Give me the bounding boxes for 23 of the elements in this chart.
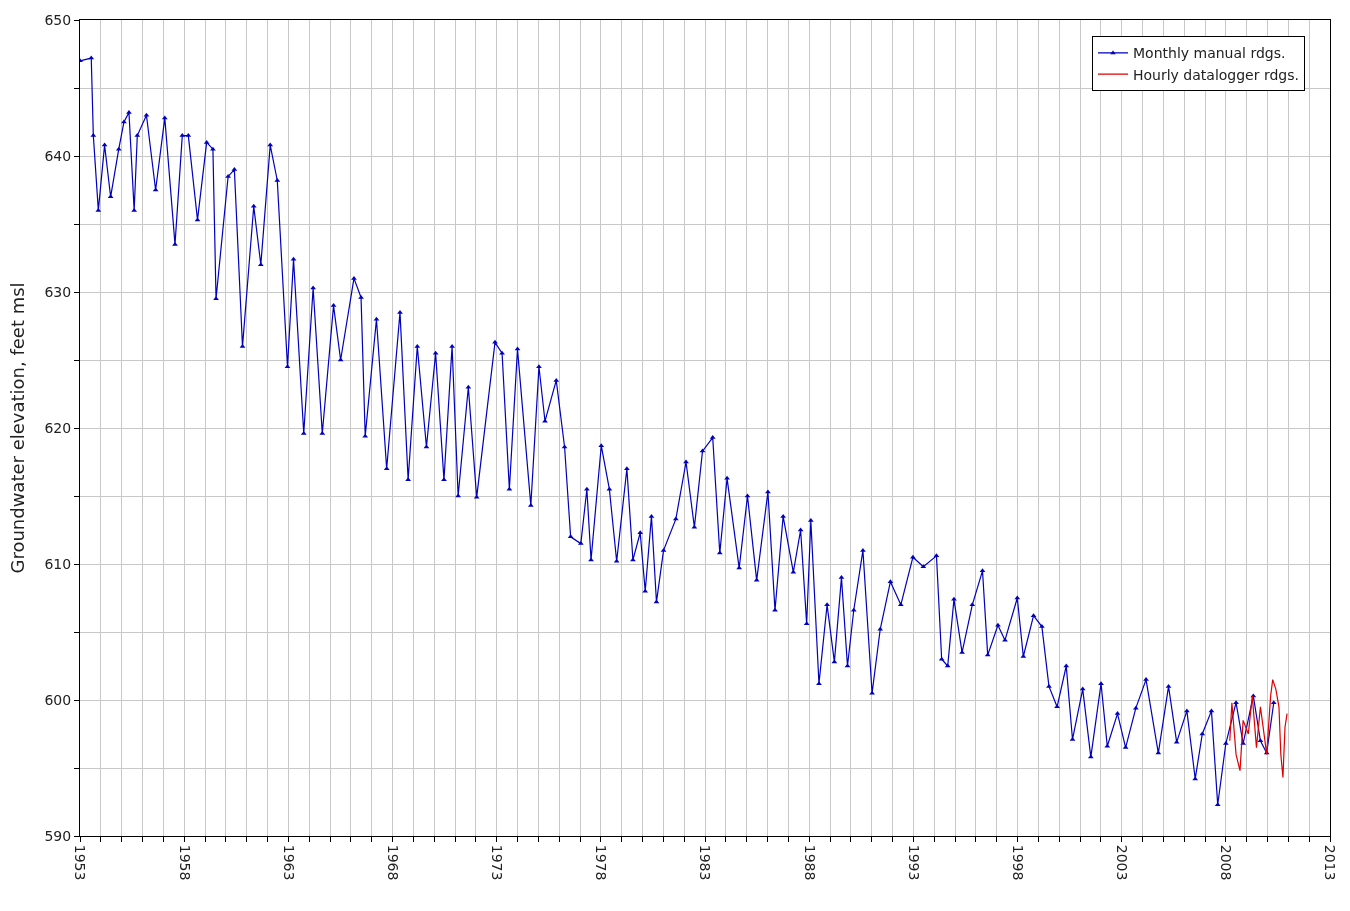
y-tick-label: 650 xyxy=(44,11,72,28)
x-tick-label: 1993 xyxy=(905,844,922,881)
y-tick-label: 630 xyxy=(44,283,72,300)
x-tick-label: 1978 xyxy=(593,844,610,881)
x-tick-label: 1958 xyxy=(176,844,193,881)
legend-label: Monthly manual rdgs. xyxy=(1133,45,1286,62)
x-tick-label: 1988 xyxy=(801,844,818,881)
y-tick-label: 620 xyxy=(44,419,72,436)
y-tick-label: 640 xyxy=(44,147,72,164)
x-tick-label: 2003 xyxy=(1114,844,1131,881)
y-axis-title: Groundwater elevation, feet msl xyxy=(6,282,28,574)
x-tick-label: 1968 xyxy=(384,844,401,881)
y-tick-label: 590 xyxy=(44,827,72,844)
x-tick-label: 1983 xyxy=(697,844,714,881)
x-tick-label: 2013 xyxy=(1322,844,1339,881)
legend-label: Hourly datalogger rdgs. xyxy=(1133,66,1299,83)
x-tick-label: 1998 xyxy=(1009,844,1026,881)
y-tick-label: 610 xyxy=(44,555,72,572)
x-tick-label: 1963 xyxy=(280,844,297,881)
y-tick-label: 600 xyxy=(44,691,72,708)
x-tick-label: 2008 xyxy=(1218,844,1235,881)
x-tick-label: 1973 xyxy=(489,844,506,881)
x-tick-label: 1953 xyxy=(72,844,89,881)
